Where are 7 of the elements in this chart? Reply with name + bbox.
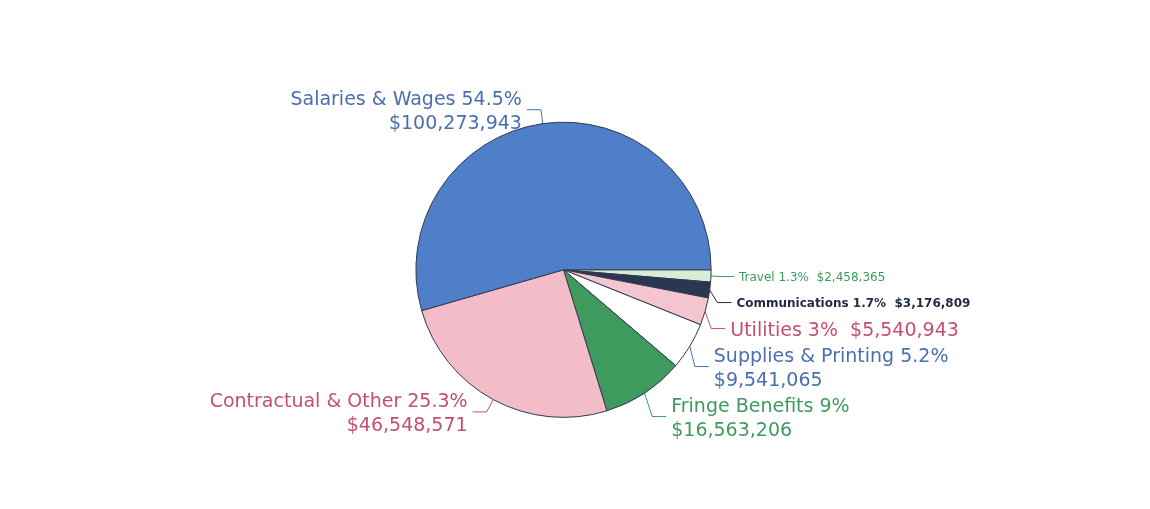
slice-label: Communications 1.7% $3,176,809: [736, 295, 971, 310]
slice-label: Contractual & Other 25.3% $46,548,571: [209, 388, 468, 435]
slice-label: Supplies & Printing 5.2% $9,541,065: [713, 343, 949, 390]
slice-label: Travel 1.3% $2,458,365: [738, 269, 886, 284]
slice-label: Salaries & Wages 54.5% $100,273,943: [290, 86, 522, 133]
slice-label: Fringe Benefits 9% $16,563,206: [671, 393, 850, 440]
slice-label: Utilities 3% $5,540,943: [730, 317, 959, 340]
